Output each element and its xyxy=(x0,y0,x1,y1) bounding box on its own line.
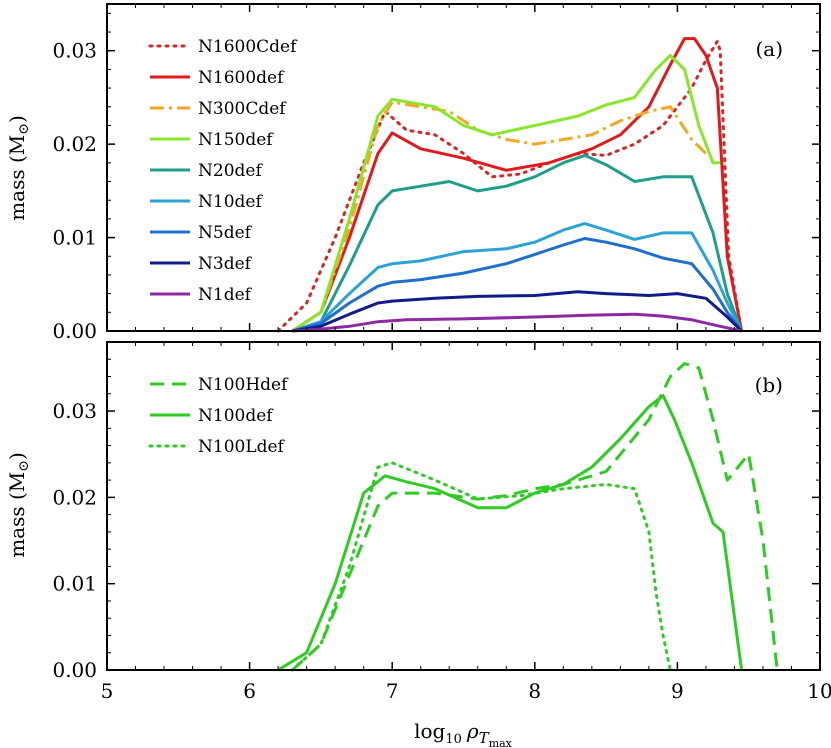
series-line-a-3 xyxy=(291,53,721,333)
series-line-a-5 xyxy=(291,222,743,333)
legend-label-a-8: N1def xyxy=(198,285,253,305)
panel-a: 0.00 0.01 0.02 0.03 N1600Cdef N1600def N300Cd… xyxy=(5,3,821,343)
panel-b-frame xyxy=(106,341,821,671)
x-tick-label-0: 5 xyxy=(101,679,114,703)
y-tick-label-a-0: 0.00 xyxy=(52,319,97,343)
legend-label-a-7: N3def xyxy=(198,254,253,274)
series-line-b-1 xyxy=(277,394,744,672)
y-tick-label-b-3: 0.03 xyxy=(52,399,97,423)
y-tick-label-b-1: 0.01 xyxy=(52,572,97,596)
legend-label-a-1: N1600def xyxy=(198,68,285,88)
series-line-a-2 xyxy=(291,100,707,333)
y-tick-label-b-0: 0.00 xyxy=(52,658,97,682)
x-tick-label-4: 9 xyxy=(671,679,684,703)
legend-label-b-1: N100def xyxy=(198,406,274,426)
series-line-a-8 xyxy=(292,312,742,333)
legend-label-a-6: N5def xyxy=(198,223,253,243)
x-tick-label-1: 6 xyxy=(243,679,256,703)
y-tick-label-a-3: 0.03 xyxy=(52,39,97,63)
panel-b-series xyxy=(277,362,779,672)
y-tick-label-a-1: 0.01 xyxy=(52,226,97,250)
legend-label-a-3: N150def xyxy=(198,130,274,150)
legend-label-a-0: N1600Cdef xyxy=(198,37,298,57)
y-tick-label-a-2: 0.02 xyxy=(52,132,97,156)
legend-label-a-4: N20def xyxy=(198,161,263,181)
panel-b-ylabel: mass (M⊙) xyxy=(5,452,32,558)
legend-label-a-2: N300Cdef xyxy=(198,99,287,119)
x-tick-label-5: 10 xyxy=(807,679,831,703)
panel-a-ticks: 0.00 0.01 0.02 0.03 xyxy=(52,4,821,343)
panel-a-tag: (a) xyxy=(755,37,783,61)
legend-label-b-2: N100Ldef xyxy=(198,437,286,457)
panel-a-frame xyxy=(106,3,821,332)
x-tick-label-2: 7 xyxy=(386,679,399,703)
x-tick-label-3: 8 xyxy=(528,679,541,703)
panel-b-ticks: 5 6 7 8 9 10 0.00 0.01 0.02 0.03 xyxy=(52,342,831,703)
legend-label-b-0: N100Hdef xyxy=(198,375,289,395)
series-line-a-4 xyxy=(291,153,744,333)
x-axis-label: log10 ρTmax xyxy=(414,719,513,748)
series-line-b-2 xyxy=(290,461,672,672)
panel-b-legend: N100Hdef N100def N100Ldef xyxy=(148,375,289,457)
panel-b-tag: (b) xyxy=(755,373,783,397)
series-line-b-0 xyxy=(291,362,779,672)
panel-a-series xyxy=(276,37,744,333)
panel-a-ylabel: mass (M⊙) xyxy=(5,115,32,221)
series-line-a-7 xyxy=(292,290,743,333)
legend-label-a-5: N10def xyxy=(198,192,263,212)
panel-a-legend: N1600Cdef N1600def N300Cdef N150def N20def N1… xyxy=(148,37,298,305)
panel-b: 5 6 7 8 9 100.000.010.020.03 N100HdefN100defN… xyxy=(5,341,831,703)
y-tick-label-b-2: 0.02 xyxy=(52,485,97,509)
series-line-a-1 xyxy=(291,37,744,333)
series-line-a-6 xyxy=(292,237,743,333)
